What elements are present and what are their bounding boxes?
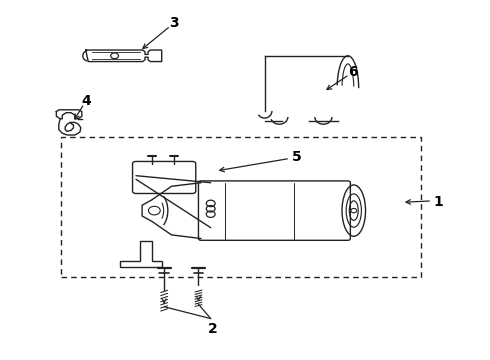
Text: 5: 5 — [292, 150, 301, 163]
Text: 1: 1 — [434, 195, 443, 208]
Text: 4: 4 — [81, 94, 91, 108]
Text: 2: 2 — [208, 323, 218, 336]
Text: 3: 3 — [169, 17, 179, 30]
Text: 6: 6 — [348, 65, 358, 79]
